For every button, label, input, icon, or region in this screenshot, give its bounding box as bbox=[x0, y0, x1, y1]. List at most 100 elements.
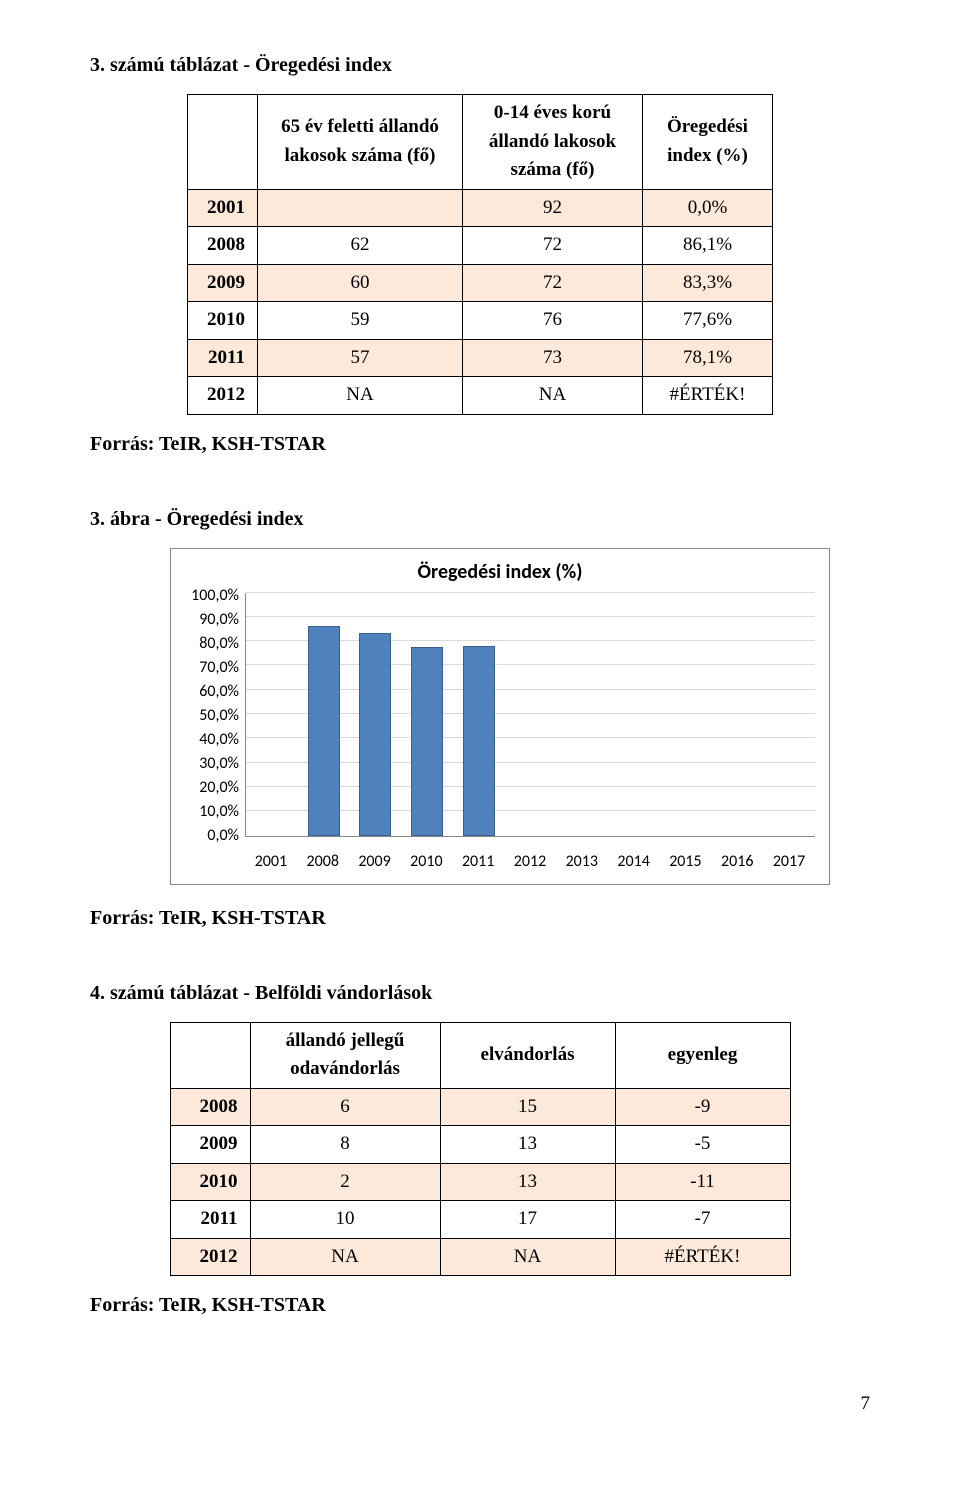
bar-slot bbox=[608, 593, 660, 836]
cell: 2012 bbox=[170, 1238, 250, 1276]
cell: 77,6% bbox=[643, 302, 773, 340]
chart-title: Öregedési index (%) bbox=[185, 557, 815, 587]
cell: 6 bbox=[250, 1088, 440, 1126]
cell: 10 bbox=[250, 1201, 440, 1239]
table1-header-row: 65 év feletti állandó lakosok száma (fő)… bbox=[188, 95, 773, 190]
table1-h1: 65 év feletti állandó lakosok száma (fő) bbox=[258, 95, 463, 190]
ytick: 30,0% bbox=[199, 752, 239, 776]
bar-slot bbox=[246, 593, 298, 836]
xtick: 2010 bbox=[400, 846, 452, 874]
cell: NA bbox=[440, 1238, 615, 1276]
table1-h0 bbox=[188, 95, 258, 190]
bar bbox=[463, 646, 495, 836]
ytick: 20,0% bbox=[199, 776, 239, 800]
xtick: 2017 bbox=[763, 846, 815, 874]
chart-bars bbox=[246, 593, 815, 836]
cell: 73 bbox=[463, 339, 643, 377]
ytick: 60,0% bbox=[199, 680, 239, 704]
ytick: 40,0% bbox=[199, 728, 239, 752]
chart-y-axis: 100,0% 90,0% 80,0% 70,0% 60,0% 50,0% 40,… bbox=[185, 584, 245, 846]
cell bbox=[258, 189, 463, 227]
cell: 72 bbox=[463, 227, 643, 265]
ytick: 10,0% bbox=[199, 800, 239, 824]
cell: 2 bbox=[250, 1163, 440, 1201]
table2-header-row: állandó jellegű odavándorlás elvándorlás… bbox=[170, 1022, 790, 1088]
aging-index-chart: Öregedési index (%) 100,0% 90,0% 80,0% 7… bbox=[170, 548, 830, 885]
bar bbox=[308, 626, 340, 835]
table2-h1: állandó jellegű odavándorlás bbox=[250, 1022, 440, 1088]
cell: 59 bbox=[258, 302, 463, 340]
cell: 72 bbox=[463, 264, 643, 302]
table2-h2: elvándorlás bbox=[440, 1022, 615, 1088]
xtick: 2014 bbox=[608, 846, 660, 874]
cell: 2011 bbox=[188, 339, 258, 377]
cell: 0,0% bbox=[643, 189, 773, 227]
cell: 60 bbox=[258, 264, 463, 302]
cell: NA bbox=[250, 1238, 440, 1276]
ytick: 100,0% bbox=[191, 584, 239, 608]
cell: -11 bbox=[615, 1163, 790, 1201]
table1-h2: 0-14 éves korú állandó lakosok száma (fő… bbox=[463, 95, 643, 190]
table1: 65 év feletti állandó lakosok száma (fő)… bbox=[187, 94, 773, 415]
cell: 2011 bbox=[170, 1201, 250, 1239]
chart-source: Forrás: TeIR, KSH-TSTAR bbox=[90, 903, 870, 933]
bar-slot bbox=[660, 593, 712, 836]
cell: #ÉRTÉK! bbox=[615, 1238, 790, 1276]
cell: 78,1% bbox=[643, 339, 773, 377]
cell: 13 bbox=[440, 1163, 615, 1201]
ytick: 0,0% bbox=[207, 824, 239, 848]
bar-slot bbox=[712, 593, 764, 836]
table2-h3: egyenleg bbox=[615, 1022, 790, 1088]
bar bbox=[411, 647, 443, 836]
xtick: 2012 bbox=[504, 846, 556, 874]
xtick: 2013 bbox=[556, 846, 608, 874]
table-row: 2010 59 76 77,6% bbox=[188, 302, 773, 340]
table1-heading: 3. számú táblázat - Öregedési index bbox=[90, 50, 870, 80]
cell: 17 bbox=[440, 1201, 615, 1239]
table-row: 2012 NA NA #ÉRTÉK! bbox=[188, 377, 773, 415]
cell: 2009 bbox=[188, 264, 258, 302]
cell: 86,1% bbox=[643, 227, 773, 265]
xtick: 2016 bbox=[711, 846, 763, 874]
ytick: 50,0% bbox=[199, 704, 239, 728]
xtick: 2011 bbox=[452, 846, 504, 874]
table-row: 2011 57 73 78,1% bbox=[188, 339, 773, 377]
bar-slot bbox=[298, 593, 350, 836]
cell: #ÉRTÉK! bbox=[643, 377, 773, 415]
cell: 2009 bbox=[170, 1126, 250, 1164]
bar-slot bbox=[763, 593, 815, 836]
cell: 57 bbox=[258, 339, 463, 377]
chart-heading: 3. ábra - Öregedési index bbox=[90, 504, 870, 534]
bar bbox=[359, 633, 391, 835]
table2-heading: 4. számú táblázat - Belföldi vándorlások bbox=[90, 978, 870, 1008]
table-row: 2009 8 13 -5 bbox=[170, 1126, 790, 1164]
cell: 2012 bbox=[188, 377, 258, 415]
table2-source: Forrás: TeIR, KSH-TSTAR bbox=[90, 1290, 870, 1320]
cell: 2010 bbox=[188, 302, 258, 340]
table1-source: Forrás: TeIR, KSH-TSTAR bbox=[90, 429, 870, 459]
cell: 2008 bbox=[170, 1088, 250, 1126]
cell: -7 bbox=[615, 1201, 790, 1239]
table1-h3: Öregedési index (%) bbox=[643, 95, 773, 190]
chart-plot-area bbox=[245, 593, 815, 837]
xtick: 2015 bbox=[660, 846, 712, 874]
page-number: 7 bbox=[90, 1390, 870, 1419]
table2: állandó jellegű odavándorlás elvándorlás… bbox=[170, 1022, 791, 1277]
chart-x-axis: 2001200820092010201120122013201420152016… bbox=[245, 846, 815, 874]
cell: 15 bbox=[440, 1088, 615, 1126]
table-row: 2010 2 13 -11 bbox=[170, 1163, 790, 1201]
cell: NA bbox=[463, 377, 643, 415]
table-row: 2012 NA NA #ÉRTÉK! bbox=[170, 1238, 790, 1276]
cell: 83,3% bbox=[643, 264, 773, 302]
xtick: 2008 bbox=[297, 846, 349, 874]
ytick: 70,0% bbox=[199, 656, 239, 680]
table-row: 2008 62 72 86,1% bbox=[188, 227, 773, 265]
cell: 92 bbox=[463, 189, 643, 227]
table-row: 2008 6 15 -9 bbox=[170, 1088, 790, 1126]
xtick: 2001 bbox=[245, 846, 297, 874]
bar-slot bbox=[505, 593, 557, 836]
cell: 8 bbox=[250, 1126, 440, 1164]
bar-slot bbox=[453, 593, 505, 836]
cell: -5 bbox=[615, 1126, 790, 1164]
table-row: 2009 60 72 83,3% bbox=[188, 264, 773, 302]
